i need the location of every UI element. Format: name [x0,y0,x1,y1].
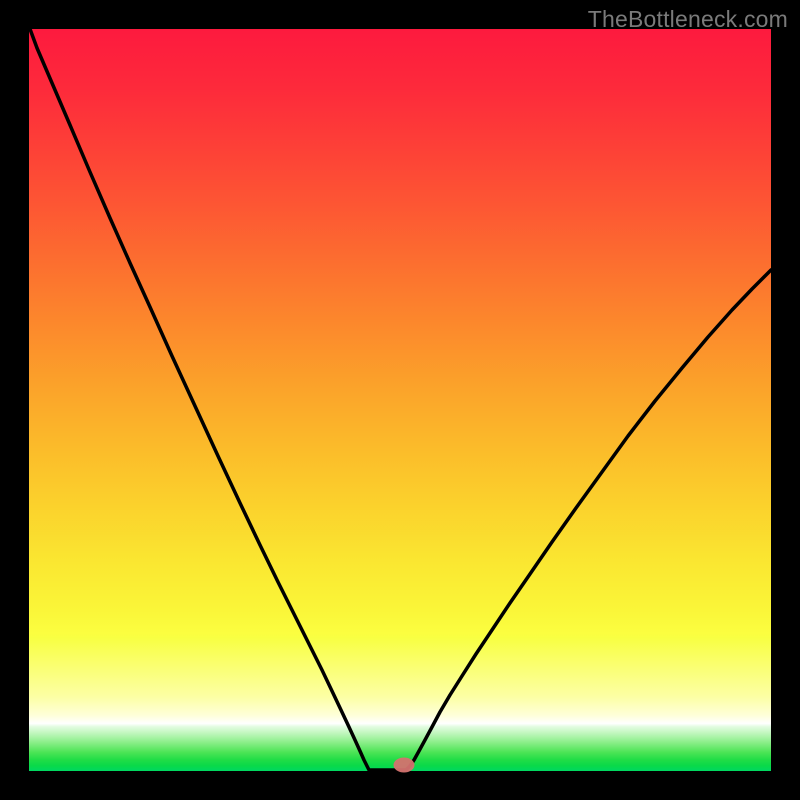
chart-background [29,29,771,771]
optimum-marker [394,758,414,772]
watermark-text: TheBottleneck.com [588,6,788,33]
bottleneck-chart [0,0,800,800]
chart-container: TheBottleneck.com [0,0,800,800]
